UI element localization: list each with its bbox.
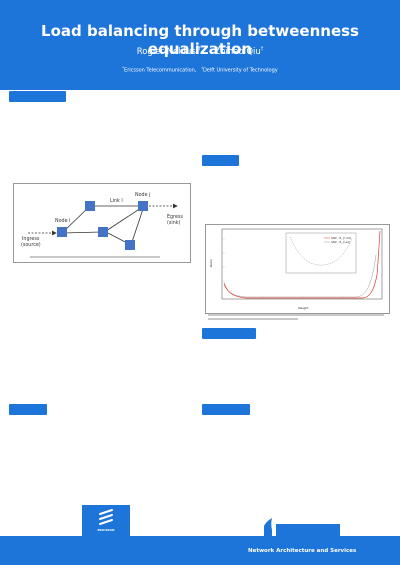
author-2: Zhihao Qiu	[214, 46, 261, 57]
node	[138, 201, 148, 211]
inset-series-line	[289, 236, 353, 266]
edge	[130, 205, 145, 246]
y-axis-label: Ratio	[209, 259, 213, 267]
node	[98, 227, 108, 237]
figure-2-caption-line2	[208, 318, 298, 320]
node	[125, 240, 135, 250]
edge	[105, 205, 145, 232]
label-node-j: Node j	[135, 192, 150, 198]
section-header-2	[202, 155, 239, 166]
x-axis-label: Weight	[298, 306, 309, 310]
affil-2-mark: †	[201, 66, 203, 70]
author-2-marks: †	[260, 46, 264, 52]
author-line: Rogier Noldus*† Zhihao Qiu†	[0, 46, 400, 57]
label-ingress: Ingress	[22, 236, 40, 242]
footer-bar	[0, 536, 400, 565]
ratio-chart-figure: GNP – B_{l,rnd} GNP – B_{l,eq} Ratio Wei…	[205, 224, 390, 314]
label-link-l: Link l	[110, 198, 123, 204]
ericsson-logo-text: ERICSSON	[97, 528, 115, 532]
figure-1-caption	[30, 256, 160, 258]
label-source: (source)	[21, 242, 41, 248]
edge	[61, 231, 103, 234]
node	[85, 201, 95, 211]
section-header-3	[202, 328, 256, 339]
label-egress: Egress	[167, 214, 183, 220]
network-diagram-figure: Node i Node j Link l Ingress (source) Eg…	[13, 183, 191, 263]
author-1: Rogier Noldus	[136, 46, 196, 57]
section-header-5	[202, 404, 250, 415]
ericsson-mark-icon	[99, 509, 113, 525]
title-banner: Load balancing through betweenness equal…	[0, 0, 400, 90]
tudelft-flame-icon	[264, 518, 340, 538]
ericsson-logo: ERICSSON	[82, 505, 130, 537]
inset-legend: GNP – B_{l,rnd} GNP – B_{l,eq}	[324, 236, 352, 244]
label-node-i: Node i	[55, 218, 70, 224]
legend-series-2: GNP – B_{l,eq}	[331, 240, 351, 244]
network-diagram: Node i Node j Link l Ingress (source) Eg…	[21, 192, 183, 250]
affiliation-1: Ericsson Telecommunication,	[124, 67, 197, 74]
node	[57, 227, 67, 237]
poster-title: Load balancing through betweenness equal…	[41, 22, 359, 58]
ratio-chart: GNP – B_{l,rnd} GNP – B_{l,eq} Ratio Wei…	[209, 228, 383, 310]
affil-1-mark: *	[122, 66, 125, 70]
tudelft-logo	[262, 518, 342, 538]
affiliations: *Ericsson Telecommunication, †Delft Univ…	[0, 66, 400, 74]
label-sink: (sink)	[167, 220, 181, 226]
section-header-4	[9, 404, 47, 415]
series-red-line	[223, 230, 381, 299]
inset-plot	[285, 232, 357, 274]
section-header-1	[9, 91, 66, 102]
legend-series-1: GNP – B_{l,rnd}	[331, 236, 352, 240]
author-1-marks: *†	[195, 46, 201, 52]
affiliation-2: Delft University of Technology	[202, 67, 278, 74]
figure-2-caption	[208, 314, 384, 316]
footer-text: Network Architecture and Services	[248, 548, 357, 554]
